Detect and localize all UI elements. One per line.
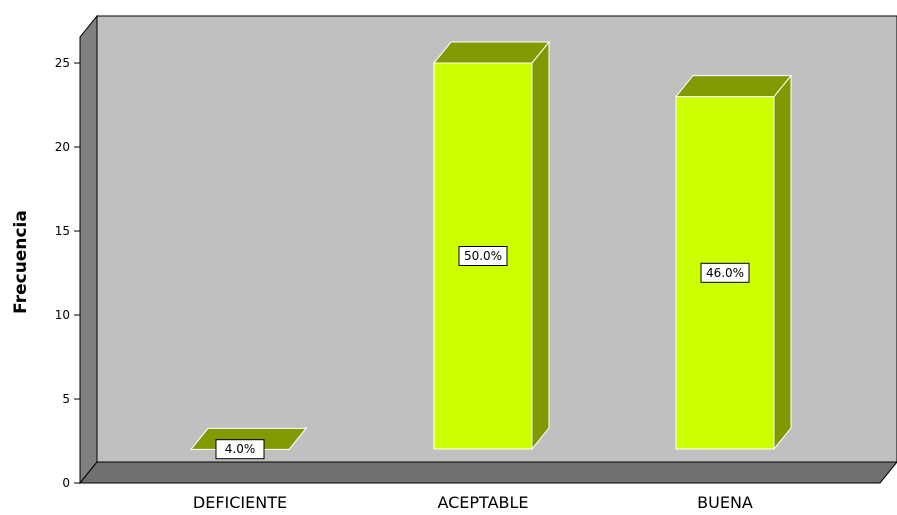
y-tick-label: 20 bbox=[55, 140, 70, 154]
y-tick-label: 25 bbox=[55, 56, 70, 70]
data-label: 50.0% bbox=[458, 246, 508, 266]
bars-group: 4.0% 50.0% 46.0% bbox=[189, 40, 793, 460]
data-label-text: 46.0% bbox=[706, 266, 744, 280]
bar-top-face bbox=[674, 75, 793, 98]
data-label-text: 4.0% bbox=[225, 442, 256, 456]
data-label: 46.0% bbox=[700, 262, 750, 283]
x-category-label: ACEPTABLE bbox=[437, 493, 528, 512]
bar-aceptable bbox=[432, 40, 551, 451]
category-labels: DEFICIENTE ACEPTABLE BUENA bbox=[193, 493, 753, 512]
bar-buena bbox=[674, 74, 793, 451]
y-tick-label: 0 bbox=[62, 476, 70, 490]
x-category-label: DEFICIENTE bbox=[193, 493, 287, 512]
bar-side-face bbox=[773, 74, 792, 451]
data-label-text: 50.0% bbox=[464, 249, 502, 263]
data-label-box bbox=[458, 246, 508, 266]
data-label-box bbox=[215, 439, 265, 460]
y-tick-label: 10 bbox=[55, 308, 70, 322]
y-tick-label: 5 bbox=[62, 392, 70, 406]
data-label-box bbox=[700, 262, 750, 283]
data-label: 4.0% bbox=[215, 439, 265, 460]
x-category-label: BUENA bbox=[697, 493, 753, 512]
y-axis-ticks: 0 5 10 15 20 25 bbox=[55, 56, 80, 490]
y-axis-label: Frecuencia bbox=[11, 210, 31, 314]
bar-side-face bbox=[531, 40, 550, 451]
bar-top-face bbox=[432, 41, 551, 64]
floor bbox=[78, 461, 897, 484]
y-tick-label: 15 bbox=[55, 224, 70, 238]
side-wall bbox=[79, 14, 98, 485]
